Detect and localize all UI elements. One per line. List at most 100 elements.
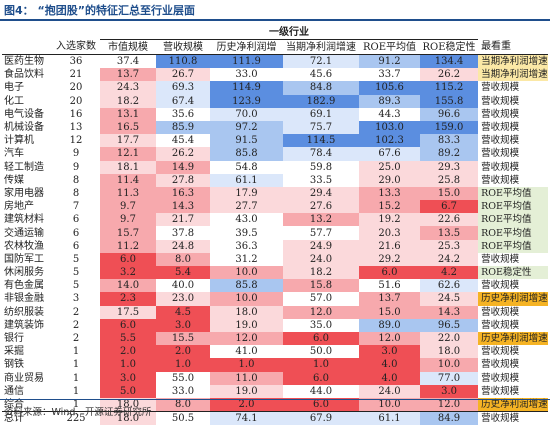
roe-stability-cell: 83.3 [420, 134, 478, 147]
stock-count: 20 [52, 81, 100, 94]
hist-profit-growth-cell: 33.0 [210, 68, 283, 81]
curr-profit-growth-cell: 57.7 [283, 226, 359, 239]
stock-count: 12 [52, 134, 100, 147]
curr-profit-growth-cell: 24.0 [283, 253, 359, 266]
roe-avg-cell: 102.3 [359, 134, 420, 147]
revenue-cell: 14.3 [156, 200, 210, 213]
roe-stability-cell: 96.6 [420, 108, 478, 121]
industry-name: 机械设备 [2, 121, 52, 134]
title-rule [0, 19, 550, 21]
stock-count: 1 [52, 345, 100, 358]
industry-name: 休闲服务 [2, 266, 52, 279]
curr-profit-growth-cell: 114.5 [283, 134, 359, 147]
revenue-cell: 40.0 [156, 279, 210, 292]
hist-profit-growth-cell: 11.0 [210, 372, 283, 385]
revenue-cell: 26.7 [156, 68, 210, 81]
group-header-spacer-right [478, 25, 548, 40]
roe-avg-cell: 51.6 [359, 279, 420, 292]
market-cap-cell: 12.1 [100, 147, 156, 160]
stock-count: 13 [52, 121, 100, 134]
focus-cell: 营收规模 [478, 385, 548, 398]
roe-stability-cell: 25.3 [420, 240, 478, 253]
roe-stability-cell: 155.8 [420, 95, 478, 108]
hist-profit-growth-cell: 43.0 [210, 213, 283, 226]
focus-cell: ROE平均值 [478, 187, 548, 200]
focus-cell: 营收规模 [478, 108, 548, 121]
market-cap-cell: 9.7 [100, 200, 156, 213]
industry-name: 传媒 [2, 174, 52, 187]
stock-count: 16 [52, 108, 100, 121]
roe-stability-cell: 134.4 [420, 55, 478, 69]
revenue-cell: 85.9 [156, 121, 210, 134]
market-cap-cell: 14.0 [100, 279, 156, 292]
roe-avg-cell: 89.0 [359, 319, 420, 332]
roe-avg-header: ROE平均值 [359, 40, 420, 55]
focus-cell: 营收规模 [478, 253, 548, 266]
industry-name: 食品饮料 [2, 68, 52, 81]
hist-profit-growth-cell: 12.0 [210, 332, 283, 345]
industry-name: 通信 [2, 385, 52, 398]
roe-stability-cell: 96.5 [420, 319, 478, 332]
roe-avg-cell: 20.3 [359, 226, 420, 239]
market-cap-cell: 9.7 [100, 213, 156, 226]
roe-avg-cell: 24.0 [359, 385, 420, 398]
focus-cell: 营收规模 [478, 147, 548, 160]
revenue-cell: 14.9 [156, 161, 210, 174]
industry-name: 交通运输 [2, 226, 52, 239]
focus-cell: 营收规模 [478, 161, 548, 174]
roe-avg-cell: 29.0 [359, 174, 420, 187]
stock-count: 1 [52, 372, 100, 385]
hist-profit-growth-cell: 19.0 [210, 385, 283, 398]
roe-avg-cell: 33.7 [359, 68, 420, 81]
curr-profit-growth-cell: 50.0 [283, 345, 359, 358]
hist-profit-growth-cell: 36.3 [210, 240, 283, 253]
stock-count: 6 [52, 240, 100, 253]
market-cap-cell: 18.2 [100, 95, 156, 108]
roe-stability-cell: 77.0 [420, 372, 478, 385]
hist-profit-growth-cell: 10.0 [210, 292, 283, 305]
focus-cell: ROE稳定性 [478, 266, 548, 279]
roe-avg-cell: 89.3 [359, 95, 420, 108]
hist-profit-growth-cell: 85.8 [210, 279, 283, 292]
roe-avg-cell: 67.6 [359, 147, 420, 160]
stock-count: 7 [52, 200, 100, 213]
stock-count: 2 [52, 332, 100, 345]
figure-title: 图4： “抱团股”的特征汇总至行业层面 [4, 2, 195, 18]
roe-stability-cell: 115.2 [420, 81, 478, 94]
hist-profit-growth-cell: 111.9 [210, 55, 283, 69]
industry-name: 房地产 [2, 200, 52, 213]
roe-stability-cell: 24.5 [420, 292, 478, 305]
industry-name: 有色金属 [2, 279, 52, 292]
focus-cell: 当期净利润增速 [478, 55, 548, 69]
hist-profit-growth-cell: 31.2 [210, 253, 283, 266]
hist-profit-growth-cell: 10.0 [210, 266, 283, 279]
focus-cell: ROE平均值 [478, 213, 548, 226]
roe-stability-cell: 15.0 [420, 187, 478, 200]
stock-count: 3 [52, 292, 100, 305]
curr-profit-growth-cell: 84.8 [283, 81, 359, 94]
roe-avg-cell: 4.0 [359, 372, 420, 385]
industry-name: 医药生物 [2, 55, 52, 69]
hist-profit-growth-cell: 123.9 [210, 95, 283, 108]
focus-cell: 营收规模 [478, 134, 548, 147]
curr-profit-growth-cell: 44.0 [283, 385, 359, 398]
curr-profit-growth-cell: 57.0 [283, 292, 359, 305]
focus-cell: 营收规模 [478, 174, 548, 187]
industry-name: 纺织服装 [2, 306, 52, 319]
curr-profit-growth-cell: 78.4 [283, 147, 359, 160]
roe-stability-cell: 25.8 [420, 174, 478, 187]
market-cap-cell: 24.3 [100, 81, 156, 94]
revenue-cell: 67.4 [156, 95, 210, 108]
curr-profit-growth-cell: 72.1 [283, 55, 359, 69]
roe-stability-cell: 13.5 [420, 226, 478, 239]
stock-count: 8 [52, 187, 100, 200]
